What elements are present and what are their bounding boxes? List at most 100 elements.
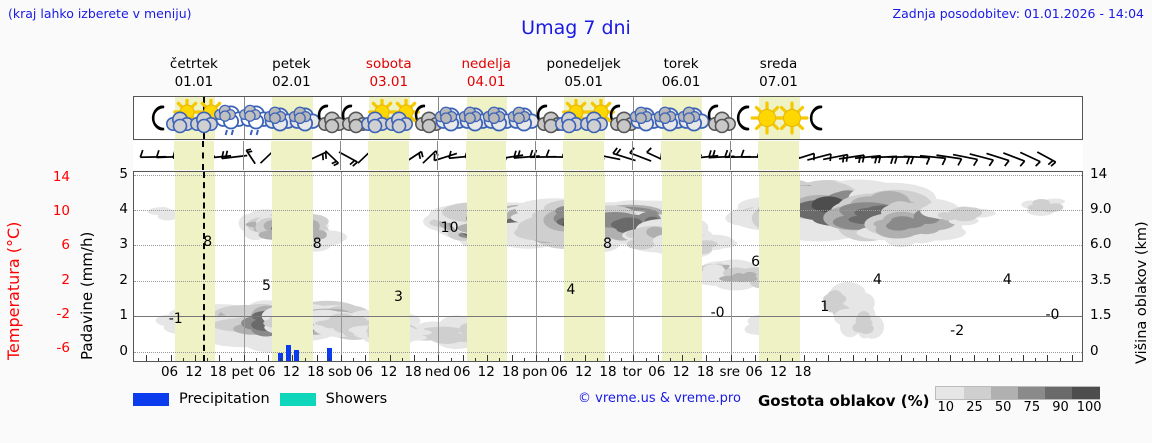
credit-link[interactable]: © vreme.us & vreme.pro <box>578 391 741 406</box>
day-header-petek: petek 02.01 <box>231 55 351 91</box>
wind-barb <box>919 154 947 166</box>
daylight-band <box>660 141 702 170</box>
axis-tick <box>438 355 440 361</box>
axis-tick <box>341 355 343 361</box>
axis-tick <box>414 355 416 361</box>
axis-tick <box>1071 355 1073 361</box>
day-separator <box>340 141 342 170</box>
axis-tick <box>742 358 744 361</box>
day-date: 06.01 <box>661 74 701 90</box>
axis-tick <box>852 355 854 361</box>
day-separator <box>243 172 245 361</box>
axis-tick <box>779 355 781 361</box>
temperature-label: -1 <box>168 311 183 328</box>
time-tick: 12 <box>769 364 788 380</box>
current-time-line <box>202 141 205 170</box>
cloud-blob <box>852 311 874 334</box>
day-separator <box>438 172 440 361</box>
wind-barb <box>422 150 439 164</box>
day-date: 01.01 <box>174 74 214 90</box>
axis-tick <box>243 355 245 361</box>
time-tick: tor <box>622 364 642 380</box>
weather-icon-sun-cloud <box>164 99 202 139</box>
cloud-height-tick: 6.0 <box>1090 236 1112 252</box>
day-name: petek <box>272 56 311 72</box>
time-tick: 06 <box>258 364 276 380</box>
axis-tick <box>950 355 952 361</box>
cloud-density-swatch <box>936 387 964 399</box>
cloud-height-tick: 9.0 <box>1090 201 1112 217</box>
axis-tick <box>1023 355 1025 361</box>
daylight-band <box>369 172 411 361</box>
temperature-axis-title: Temperatura (°C) <box>4 221 23 360</box>
wind-barb <box>936 154 963 166</box>
precipitation-axis-title: Padavine (mm/h) <box>78 231 96 360</box>
axis-tick <box>694 358 696 361</box>
daylight-band <box>758 141 799 170</box>
day-separator <box>534 141 536 170</box>
daylight-band <box>661 172 703 361</box>
day-separator <box>729 141 731 170</box>
axis-tick <box>487 355 489 361</box>
axis-tick <box>207 358 209 361</box>
time-tick: pon <box>522 364 548 380</box>
axis-tick <box>231 358 233 361</box>
time-tick: pet <box>231 364 254 380</box>
time-tick: 06 <box>160 364 179 380</box>
daylight-band <box>271 141 312 170</box>
location-menu-note[interactable]: (kraj lahko izberete v meniju) <box>8 6 192 21</box>
precipitation-bar <box>294 349 300 361</box>
weather-icon-cloud <box>432 99 470 139</box>
daylight-band <box>564 172 605 361</box>
axis-tick <box>828 355 830 361</box>
temperature-label: 1 <box>820 299 830 316</box>
axis-tick <box>657 355 659 361</box>
weather-icon-sun-cloud <box>383 99 421 139</box>
last-updated-label: Zadnja posodobitev: 01.01.2026 - 14:04 <box>892 6 1144 21</box>
gridline-horizontal <box>134 352 1082 353</box>
time-tick: 12 <box>380 364 398 380</box>
day-header-nedelja: nedelja 04.01 <box>426 55 546 91</box>
time-tick: sre <box>719 364 741 380</box>
chart-grid: -1 8 5 3 10 8 4 8 -0 6 1 4 -2 4 -0 <box>133 171 1083 362</box>
axis-tick <box>986 358 988 361</box>
axis-tick <box>523 358 525 361</box>
weather-icon-cloud <box>480 99 518 139</box>
gridline-horizontal <box>134 245 1082 246</box>
temperature-label: -0 <box>1045 307 1060 324</box>
axis-tick <box>645 358 647 361</box>
precipitation-bar <box>326 348 332 361</box>
time-tick: 06 <box>453 364 471 380</box>
cloud-density-swatch <box>1072 387 1100 399</box>
axis-tick <box>718 358 720 361</box>
axis-tick <box>730 355 732 361</box>
temperature-label: 8 <box>603 235 612 252</box>
precipitation-tick: 4 <box>119 201 128 217</box>
precip-legend: Precipitation Showers <box>133 388 387 410</box>
axis-tick <box>304 358 306 361</box>
daylight-band <box>465 141 507 170</box>
time-tick: 06 <box>550 364 568 380</box>
daylight-band <box>173 141 215 170</box>
weather-icon-cloud-drizzle <box>212 99 250 139</box>
day-header-sreda: sreda 07.01 <box>719 55 839 91</box>
axis-tick <box>292 355 294 361</box>
time-tick: 12 <box>477 364 495 380</box>
axis-tick <box>194 355 196 361</box>
axis-tick <box>182 358 184 361</box>
time-tick: 18 <box>501 364 520 380</box>
wind-barb <box>338 151 358 167</box>
time-tick: 06 <box>648 364 666 380</box>
axis-tick <box>146 355 148 361</box>
axis-tick <box>840 358 842 361</box>
axis-tick <box>1047 355 1049 361</box>
weather-icon-moon <box>139 99 177 139</box>
axis-tick <box>913 358 915 361</box>
axis-tick <box>353 358 355 361</box>
axis-tick <box>511 355 513 361</box>
day-date: 04.01 <box>466 74 506 90</box>
cloud-height-axis-title: Višina oblakov (km) <box>1134 221 1150 364</box>
axis-tick <box>1035 358 1037 361</box>
cloud-density-legend-title: Gostota oblakov (%) <box>758 391 930 410</box>
cloud-density-swatch <box>990 387 1018 399</box>
